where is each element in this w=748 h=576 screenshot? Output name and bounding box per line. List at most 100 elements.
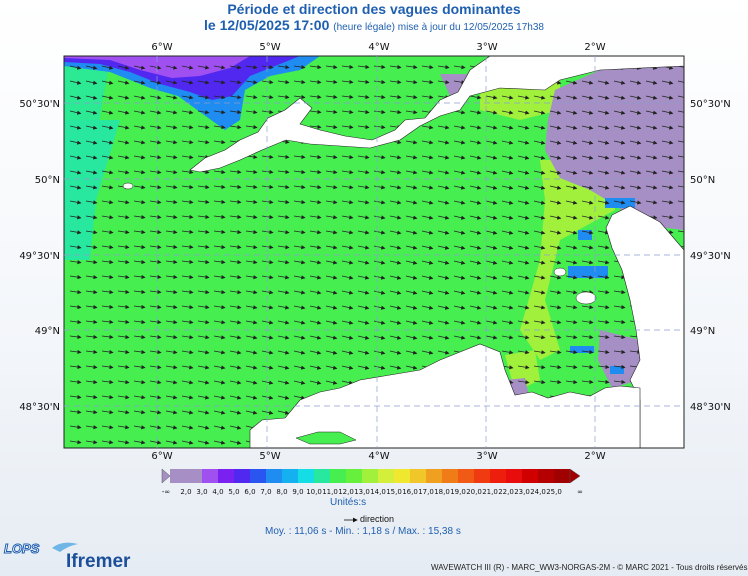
- lat-label-right: 49°30'N: [690, 251, 731, 262]
- direction-arrow: [277, 320, 290, 325]
- direction-arrow: [357, 64, 370, 70]
- direction-arrow: [389, 64, 402, 70]
- direction-arrow: [293, 65, 306, 70]
- direction-arrow: [517, 125, 530, 130]
- direction-arrow: [597, 305, 610, 310]
- direction-arrow: [165, 274, 178, 280]
- direction-arrow: [165, 350, 178, 355]
- direction-arrow: [213, 275, 226, 280]
- direction-arrow: [309, 305, 322, 310]
- direction-arrow: [437, 140, 450, 145]
- direction-arrow: [613, 170, 626, 175]
- direction-arrow: [85, 245, 98, 250]
- direction-arrow: [133, 200, 146, 205]
- direction-arrow: [133, 380, 146, 385]
- direction-arrow: [549, 140, 562, 145]
- direction-arrow: [389, 110, 402, 115]
- direction-arrow: [229, 380, 242, 385]
- colorbar-tick-label: 16,0: [402, 488, 418, 496]
- direction-arrow: [597, 349, 610, 355]
- direction-arrow: [437, 185, 450, 190]
- period-patch-blue-1: [568, 266, 608, 278]
- direction-arrow: [613, 95, 626, 100]
- direction-arrow: [501, 335, 514, 340]
- direction-arrow: [405, 200, 418, 205]
- direction-arrow: [117, 140, 130, 145]
- direction-arrow: [517, 215, 530, 220]
- direction-arrow: [69, 425, 82, 430]
- direction-arrow: [197, 410, 210, 415]
- direction-arrow: [133, 289, 146, 295]
- direction-arrow: [181, 320, 194, 325]
- direction-arrow: [277, 94, 290, 100]
- direction-arrow: [101, 80, 114, 85]
- direction-arrow: [485, 260, 498, 265]
- direction-arrow: [469, 230, 482, 235]
- direction-arrow: [101, 410, 114, 415]
- direction-arrow: [357, 290, 370, 295]
- direction-arrow: [101, 274, 114, 280]
- direction-arrow: [197, 80, 210, 85]
- colorbar-cell: [218, 469, 235, 483]
- direction-arrow: [501, 305, 514, 310]
- direction-arrow: [421, 170, 434, 175]
- direction-arrow: [549, 305, 562, 310]
- direction-arrow: [341, 155, 354, 160]
- direction-arrow: [325, 305, 338, 310]
- direction-arrow: [309, 335, 322, 340]
- direction-arrow: [661, 200, 674, 205]
- direction-arrow: [229, 184, 242, 190]
- map-update-note: (heure légale) mise à jour du 12/05/2025…: [333, 22, 544, 33]
- direction-arrow: [133, 425, 146, 430]
- direction-arrow: [197, 95, 210, 100]
- direction-arrow: [181, 155, 194, 160]
- direction-arrow: [517, 170, 530, 175]
- colorbar-cell: [474, 469, 491, 483]
- direction-arrow: [133, 155, 146, 160]
- colorbar-cell: [298, 469, 315, 483]
- direction-arrow: [133, 365, 146, 370]
- direction-arrow: [405, 335, 418, 340]
- direction-arrow: [69, 290, 82, 295]
- colorbar-cell: [250, 469, 267, 483]
- direction-arrow: [421, 80, 434, 85]
- direction-arrow: [69, 334, 82, 340]
- direction-arrow: [453, 290, 466, 295]
- direction-arrow: [85, 289, 98, 295]
- lon-label-top: 4°W: [368, 42, 389, 53]
- direction-arrow: [277, 395, 290, 400]
- direction-arrow: [565, 379, 578, 385]
- colorbar-cell: [186, 469, 203, 483]
- direction-arrow: [277, 350, 290, 355]
- colorbar-cell: [394, 469, 411, 483]
- direction-arrow: [629, 80, 642, 85]
- direction-arrow: [341, 305, 354, 310]
- direction-arrow: [501, 125, 514, 130]
- direction-arrow: [661, 170, 674, 175]
- direction-arrow: [549, 110, 562, 115]
- direction-arrow: [85, 230, 98, 235]
- direction-arrow: [261, 365, 274, 370]
- direction-arrow: [373, 64, 386, 70]
- direction-arrow: [501, 320, 514, 325]
- direction-arrow: [597, 260, 610, 265]
- direction-arrow: [437, 245, 450, 250]
- direction-arrow: [581, 125, 594, 130]
- lat-label-right: 50°N: [690, 175, 715, 186]
- direction-arrow: [485, 230, 498, 235]
- direction-arrow: [261, 154, 274, 160]
- direction-arrow: [213, 110, 226, 115]
- direction-arrow: [85, 379, 98, 385]
- direction-arrow: [549, 185, 562, 190]
- direction-arrow: [229, 290, 242, 295]
- direction-arrow: [517, 260, 530, 265]
- direction-arrow: [373, 79, 386, 85]
- direction-arrow: [357, 245, 370, 250]
- direction-arrow: [453, 185, 466, 190]
- direction-arrow: [229, 199, 242, 205]
- direction-arrow: [149, 200, 162, 205]
- direction-arrow: [197, 199, 210, 205]
- lat-label-right: 50°30'N: [690, 99, 731, 110]
- direction-arrow: [229, 305, 242, 310]
- direction-arrow: [117, 274, 130, 280]
